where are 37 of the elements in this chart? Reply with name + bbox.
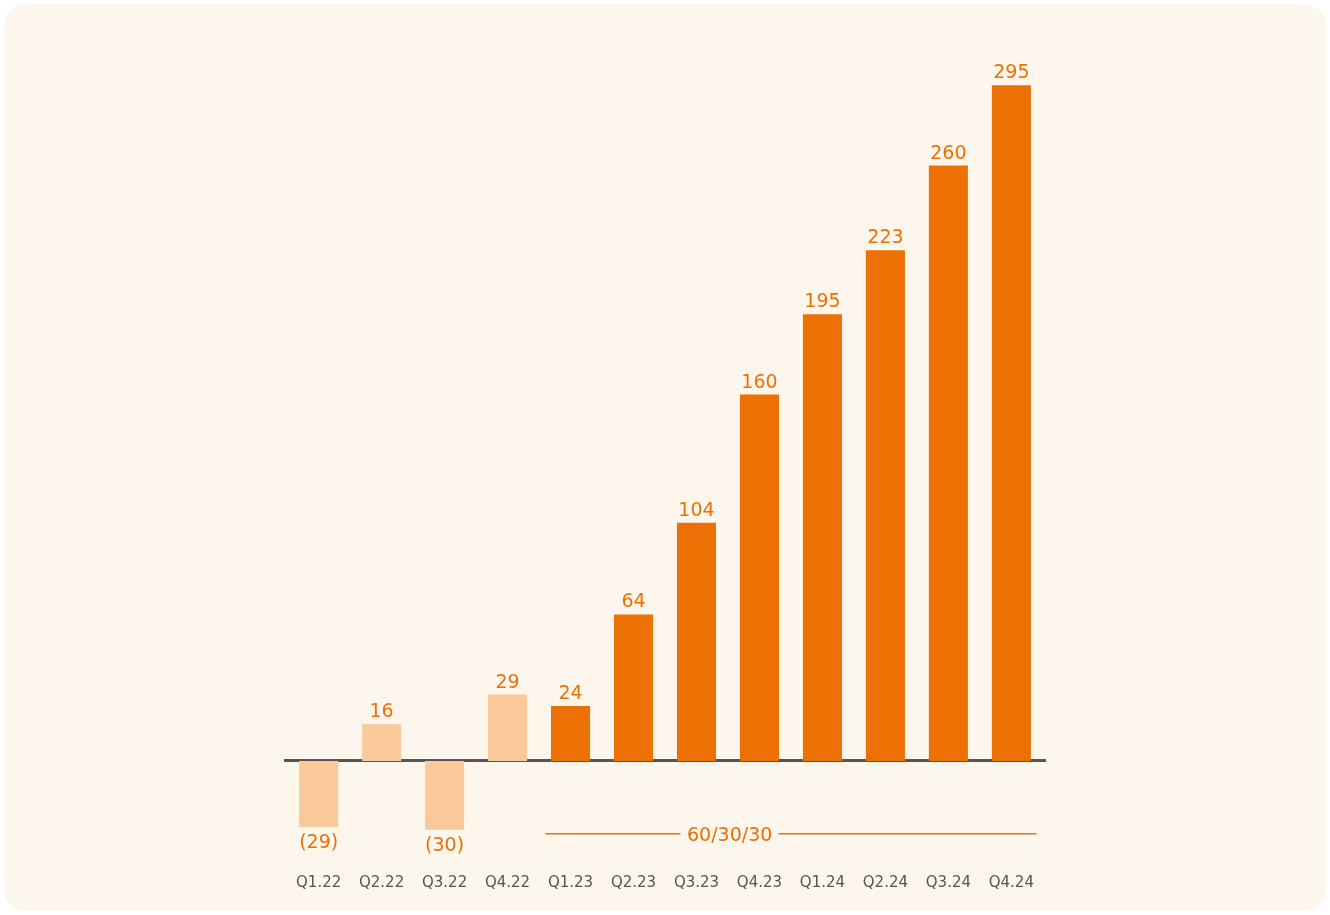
- bar: [991, 85, 1031, 761]
- bar: [551, 705, 591, 761]
- x-tick-label: Q3.22: [421, 873, 468, 891]
- data-label: 223: [867, 225, 904, 248]
- bar: [802, 314, 842, 761]
- data-label: 64: [621, 589, 646, 612]
- data-label: 295: [993, 60, 1030, 83]
- bar: [928, 165, 968, 761]
- x-tick-label: Q2.22: [359, 873, 405, 891]
- x-tick-label: Q3.24: [925, 873, 971, 891]
- x-tick-label: Q2.24: [862, 873, 909, 891]
- data-label: 16: [369, 699, 394, 722]
- data-label: (30): [425, 832, 465, 855]
- data-label: 29: [495, 669, 520, 692]
- data-label: 160: [741, 369, 778, 392]
- annotation: 60/30/30: [687, 823, 773, 845]
- bar: [676, 522, 717, 761]
- bar: [613, 614, 654, 761]
- x-tick-label: Q1.22: [296, 873, 342, 891]
- bar: [362, 724, 402, 761]
- x-tick-label: Q2.23: [610, 873, 657, 891]
- x-tick-label: Q4.22: [484, 873, 531, 891]
- x-tick-label: Q3.23: [673, 873, 720, 891]
- data-label: 195: [804, 289, 841, 312]
- bar: [865, 250, 905, 761]
- data-label: 260: [930, 140, 967, 163]
- x-tick-label: Q4.24: [988, 873, 1034, 891]
- x-tick-label: Q4.23: [736, 873, 783, 891]
- bar: [488, 694, 528, 761]
- data-label: 104: [678, 497, 715, 520]
- bar: [299, 760, 339, 828]
- bar: [425, 760, 465, 830]
- bar: [739, 394, 779, 761]
- x-tick-label: Q1.23: [547, 873, 594, 891]
- data-label: 24: [558, 680, 583, 703]
- data-label: (29): [299, 830, 339, 853]
- x-tick-label: Q1.24: [799, 873, 846, 891]
